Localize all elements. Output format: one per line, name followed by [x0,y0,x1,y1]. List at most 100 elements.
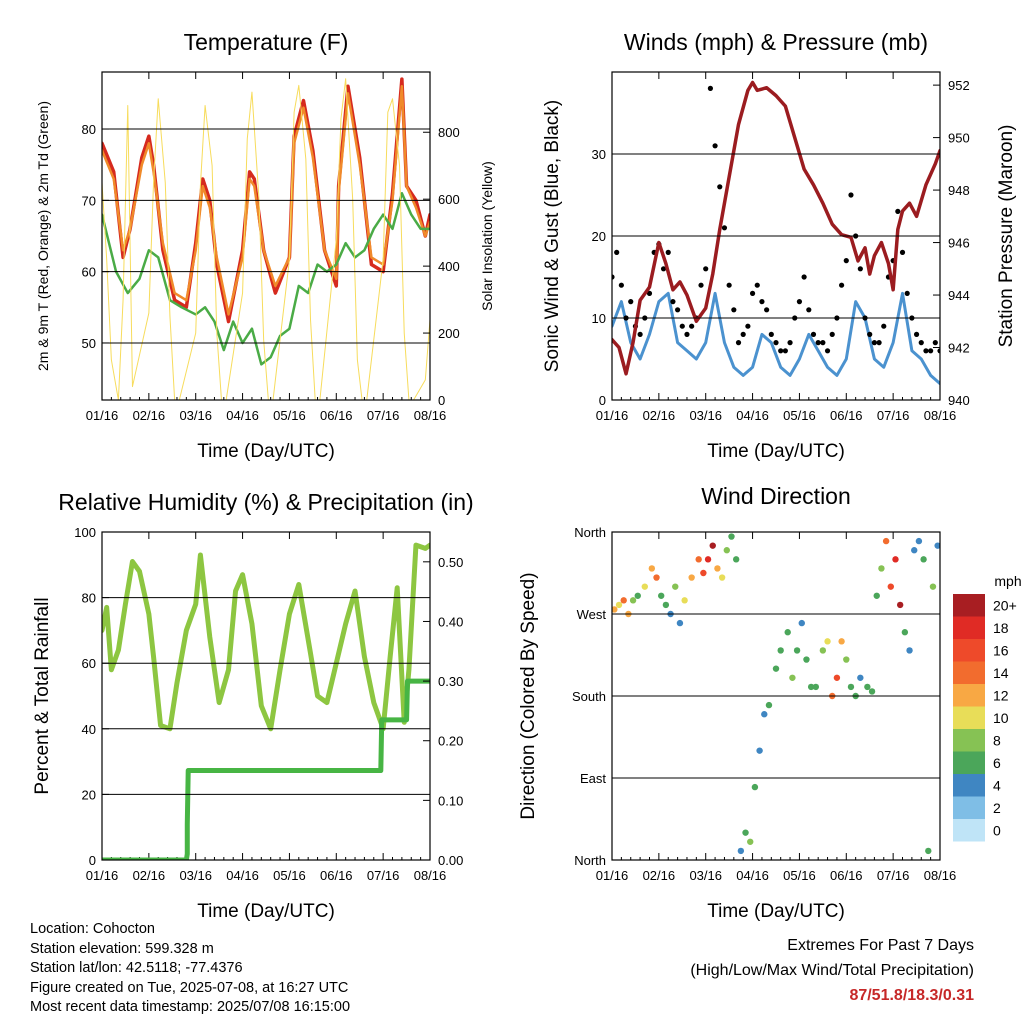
series-gust-point [646,290,653,296]
x-axis-label: Time (Day/UTC) [197,441,335,462]
series-gust-point [848,192,854,198]
chart-title: Winds (mph) & Pressure (mb) [624,29,928,55]
series-gust-point [796,299,803,305]
plot-area [102,542,430,860]
y-tick-label: 80 [82,591,96,606]
direction-point [929,583,937,590]
x-axis-label: Time (Day/UTC) [707,441,845,462]
direction-point [803,656,810,663]
legend-label: 2 [993,800,1001,816]
x-tick-label: 08/16 [414,408,447,423]
direction-point [777,647,784,654]
series-gust-point [778,348,784,354]
direction-point [915,537,923,545]
y2-tick-label: 800 [438,125,460,140]
x-tick-label: 01/16 [596,868,629,883]
plot-frame [611,531,941,861]
series-gust-point [660,266,667,272]
legend-label: 20+ [993,597,1017,613]
chart-wind-direction: Wind Direction 01/16 02/16 03/16 04/16 05/16 0… [518,483,1022,922]
direction-point [873,592,880,599]
direction-point [761,711,768,718]
timestamp-text: Most recent data timestamp: 2025/07/08 1… [30,999,351,1015]
series-gust-point [768,331,774,337]
legend-label: 0 [993,822,1001,838]
y-tick-label: 50 [82,336,96,351]
location-text: Location: Cohocton [30,921,155,937]
direction-point [789,674,796,681]
x-tick-label: 01/16 [86,868,119,883]
direction-point [695,556,702,563]
direction-point [641,583,648,590]
series-gust-point [707,85,714,91]
y2-tick-label: 950 [948,131,970,146]
y-axis-label: 2m & 9m T (Red, Orange) & 2m Td (Green) [35,101,51,371]
direction-point [882,537,890,545]
extremes-subtitle: (High/Low/Max Wind/Total Precipitation) [690,962,974,979]
series-gust-point [726,282,732,288]
legend-swatch [953,774,985,797]
x-tick-label: 04/16 [736,408,769,423]
legend-label: 18 [993,620,1009,636]
series-gust-point [754,282,760,288]
series-gust-point [745,323,751,329]
series-gust-point [764,307,770,313]
latlon-text: Station lat/lon: 42.5118; -77.4376 [30,960,243,976]
direction-point [901,629,909,636]
series-gust-point [721,225,728,231]
series-gust-point [717,184,723,190]
extremes-box: Extremes For Past 7 Days (High/Low/Max W… [690,933,974,1008]
series-gust-point [932,340,938,346]
series-total-rainfall [102,678,430,860]
series-gust-point [881,323,887,329]
plot-frame [611,71,941,401]
y-tick-label: 60 [82,265,96,280]
direction-point [798,619,805,627]
x-tick-label: 05/16 [273,408,306,423]
series-gust-point [806,307,812,313]
direction-point [857,674,864,681]
series-gust-point [684,331,690,337]
direction-point [737,847,745,855]
y2-tick-label: 0 [438,393,445,408]
y2-tick-label: 0.50 [438,555,463,570]
series-gust-point [637,331,643,337]
series-gust-point [787,340,793,346]
series-relative-humidity [102,542,430,732]
y2-tick-label: 940 [948,393,970,408]
direction-point [838,638,845,645]
y2-tick-label: 0.00 [438,853,463,868]
direction-point [756,747,763,754]
legend-swatch [953,661,985,684]
x-tick-label: 04/16 [226,408,259,423]
series-gust-point [675,307,681,313]
x-tick-label: 04/16 [736,868,769,883]
direction-point [864,683,871,691]
x-tick-label: 07/16 [367,408,400,423]
legend-swatch [953,639,985,662]
legend-swatch [953,729,985,752]
series-9m-t [102,85,430,316]
y-tick-label: 0 [599,393,606,408]
y2-tick-label: 400 [438,259,460,274]
direction-point [620,597,627,604]
series-gust-point [913,331,920,337]
x-tick-label: 06/16 [830,408,863,423]
series-gust-point [740,331,746,337]
series-gust-point [759,299,765,305]
legend-swatch [953,706,985,729]
x-tick-label: 03/16 [689,868,722,883]
direction-point [688,574,695,581]
y2-tick-label: 0.10 [438,793,463,808]
direction-point [784,629,791,636]
direction-point [747,838,754,845]
y2-tick-label: 600 [438,192,460,207]
direction-point [847,683,855,691]
direction-point [934,542,940,549]
direction-point [812,683,820,691]
legend-label: 16 [993,642,1009,658]
x-tick-label: 05/16 [783,868,816,883]
direction-point [925,847,932,855]
chart-title: Temperature (F) [184,29,349,55]
series-gust-point [899,249,906,255]
